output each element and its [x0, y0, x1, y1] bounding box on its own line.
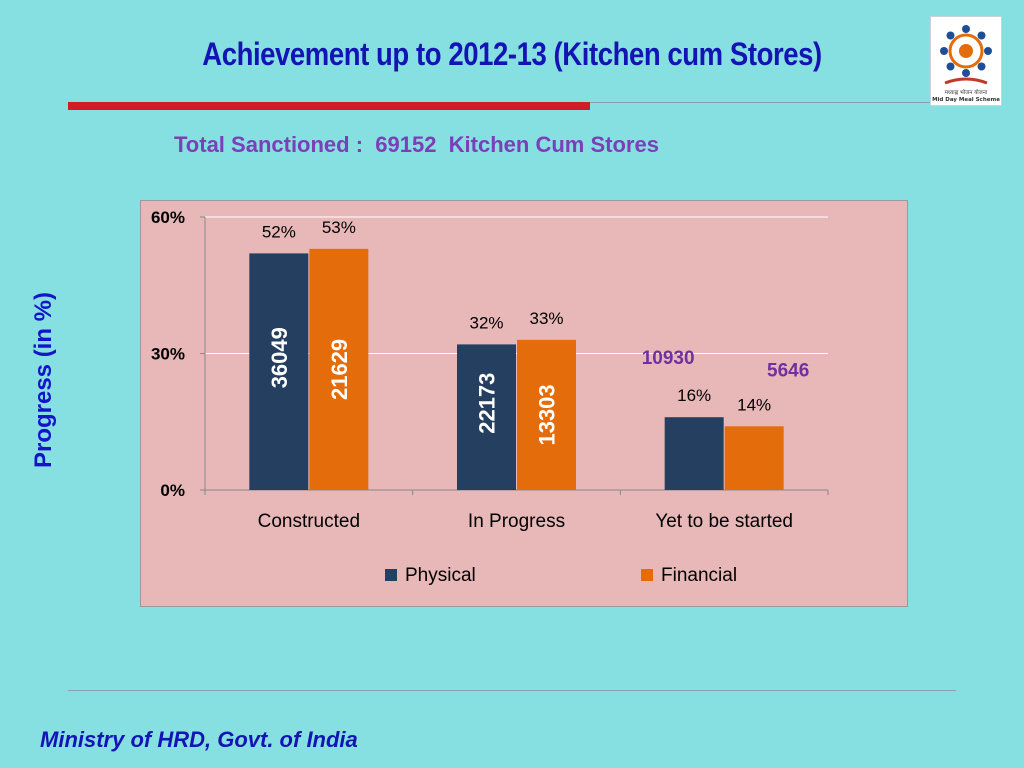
- bar-financial: [517, 339, 576, 490]
- legend-label: Financial: [661, 565, 737, 586]
- chart-area: 0% 30% 60% Constructed In Progress Yet to be …: [140, 200, 908, 607]
- footer-text: Ministry of HRD, Govt. of India: [40, 727, 358, 752]
- logo-caption-hindi: मध्याह्न भोजन योजना: [945, 89, 988, 96]
- count-label: 22173: [475, 373, 500, 434]
- bar-physical: [457, 344, 516, 490]
- value-label: 53%: [322, 218, 356, 237]
- title-rule-red: [68, 102, 590, 110]
- count-label: 5646: [767, 360, 809, 381]
- slide-title: Achievement up to 2012-13 (Kitchen cum S…: [202, 36, 822, 72]
- bar-chart: 0% 30% 60% Constructed In Progress Yet to be …: [151, 208, 829, 586]
- value-label: 14%: [737, 395, 771, 414]
- y-tick-label: 0%: [160, 481, 185, 500]
- bar-financial: [309, 248, 369, 490]
- bar-physical: [249, 253, 309, 490]
- value-label: 16%: [677, 386, 711, 405]
- value-label: 52%: [262, 222, 296, 241]
- logo-emblem-icon: [940, 25, 992, 85]
- logo-caption: Mid Day Meal Scheme: [932, 97, 1000, 103]
- legend-swatch-financial: [641, 569, 653, 581]
- sanctioned-subtitle: Total Sanctioned : 69152 Kitchen Cum Sto…: [174, 132, 659, 157]
- count-label: 10930: [642, 348, 695, 369]
- footer-rule: [68, 690, 956, 691]
- mdm-logo: मध्याह्न भोजन योजना Mid Day Meal Scheme: [930, 16, 1002, 106]
- bar-physical: [664, 417, 724, 490]
- y-tick-label: 60%: [151, 208, 185, 227]
- x-tick-label: In Progress: [468, 511, 565, 532]
- count-label: 36049: [267, 327, 292, 388]
- y-axis-title-text: Progress (in %): [30, 291, 57, 469]
- legend-swatch-physical: [385, 569, 397, 581]
- title-rule-thin: [590, 102, 930, 103]
- count-label: 21629: [327, 339, 352, 400]
- value-label: 33%: [529, 309, 563, 328]
- bar-financial: [724, 426, 784, 490]
- y-tick-label: 30%: [151, 345, 185, 364]
- legend-label: Physical: [405, 565, 476, 586]
- x-tick-label: Constructed: [258, 511, 360, 532]
- value-label: 32%: [469, 313, 503, 332]
- x-tick-label: Yet to be started: [655, 511, 793, 532]
- count-label: 13303: [535, 384, 560, 445]
- y-axis-title: Progress (in %): [14, 290, 74, 470]
